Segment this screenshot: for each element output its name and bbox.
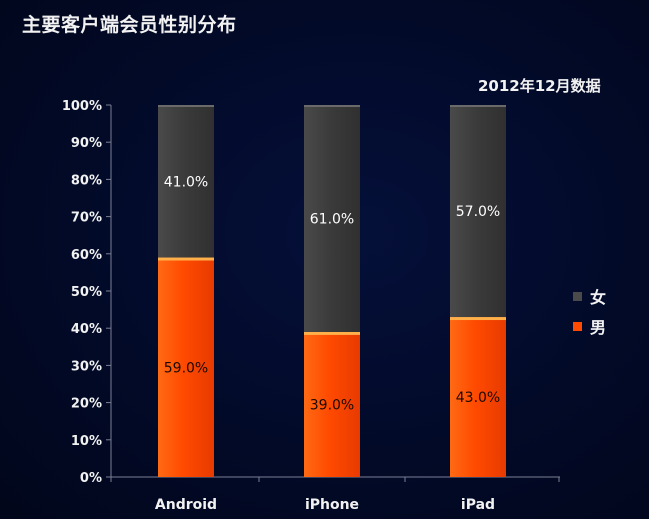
y-tick-label: 60% [71,248,102,263]
chart-title: 主要客户端会员性别分布 [22,14,237,36]
x-tick-label: iPhone [305,497,359,513]
legend-item-male: 男 [573,316,633,337]
y-tick-label: 0% [80,471,102,486]
legend-swatch-female [573,291,582,301]
y-tick-label: 50% [71,285,102,300]
legend-label-female: 女 [590,288,607,307]
bar-female-edge [158,105,214,107]
data-label-male: 39.0% [310,397,354,413]
chart-bars [158,105,506,477]
y-tick-label: 80% [71,173,102,188]
bar-male-highlight [304,331,360,335]
bar-male [304,331,360,477]
y-tick-label: 90% [71,136,102,151]
data-label-male: 43.0% [456,390,500,406]
bar-male [450,317,506,477]
bar-male [158,257,214,477]
y-tick-label: 20% [71,397,102,412]
bar-female-edge [450,105,506,107]
y-tick-label: 10% [71,434,102,449]
bar-female-edge [304,105,360,107]
legend-item-female: 女 [573,286,633,307]
legend: 女 男 [573,286,633,346]
bar-female [450,105,506,318]
bar-female [304,105,360,332]
bar-male-highlight [450,317,506,321]
data-label-female: 41.0% [164,174,208,190]
x-tick-label: Android [155,497,217,513]
chart-subtitle: 2012年12月数据 [478,77,601,95]
legend-swatch-male [573,321,582,331]
y-tick-label: 70% [71,211,102,226]
data-label-female: 61.0% [310,211,354,227]
legend-label-male: 男 [590,318,607,337]
x-tick-label: iPad [461,497,495,513]
y-tick-label: 100% [62,99,102,114]
data-label-male: 59.0% [164,360,208,376]
data-label-female: 57.0% [456,204,500,220]
chart-labels: 59.0% 41.0% 39.0% 61.0% 43.0% 57.0% [164,174,500,413]
bar-female [158,105,214,258]
y-tick-label: 30% [71,359,102,374]
y-tick-label: 40% [71,322,102,337]
bar-male-highlight [158,257,214,261]
